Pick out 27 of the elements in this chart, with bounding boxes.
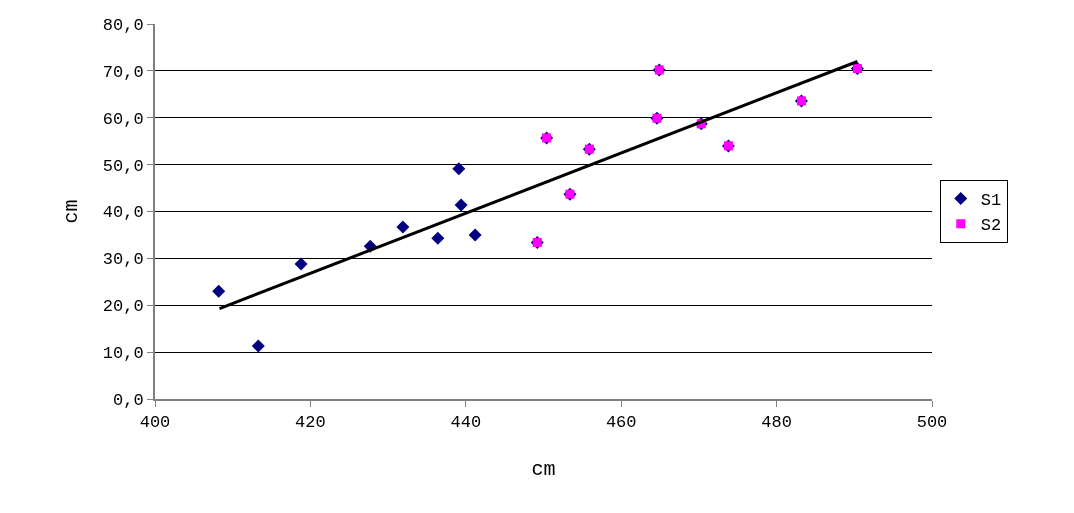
x-tick-label: 460 — [605, 413, 637, 433]
y-axis-title: cm — [59, 199, 83, 224]
point — [431, 231, 445, 245]
y-tick-label: 80,0 — [102, 15, 144, 35]
point — [294, 257, 308, 271]
y-tick-label: 0,0 — [112, 390, 144, 410]
x-tick-label: 440 — [450, 413, 482, 433]
x-tick-label: 480 — [761, 413, 792, 433]
y-tick-label: 10,0 — [102, 344, 144, 364]
point — [396, 220, 410, 234]
x-tick-label: 500 — [916, 413, 948, 433]
point — [454, 198, 468, 212]
legend-label: S1 — [980, 191, 1002, 211]
y-tick-label: 30,0 — [102, 250, 144, 270]
point — [251, 339, 265, 353]
x-tick-label: 420 — [295, 413, 326, 433]
x-axis-title: cm — [531, 458, 556, 482]
legend-label: S2 — [980, 216, 1002, 236]
y-tick-label: 50,0 — [102, 156, 144, 176]
point — [468, 228, 482, 242]
point — [212, 284, 226, 298]
y-tick-label: 40,0 — [102, 203, 144, 223]
point — [452, 162, 466, 176]
y-tick-label: 20,0 — [102, 297, 144, 317]
x-tick-label: 400 — [139, 413, 171, 433]
y-tick-label: 60,0 — [102, 109, 144, 129]
y-tick-label: 70,0 — [102, 62, 144, 82]
